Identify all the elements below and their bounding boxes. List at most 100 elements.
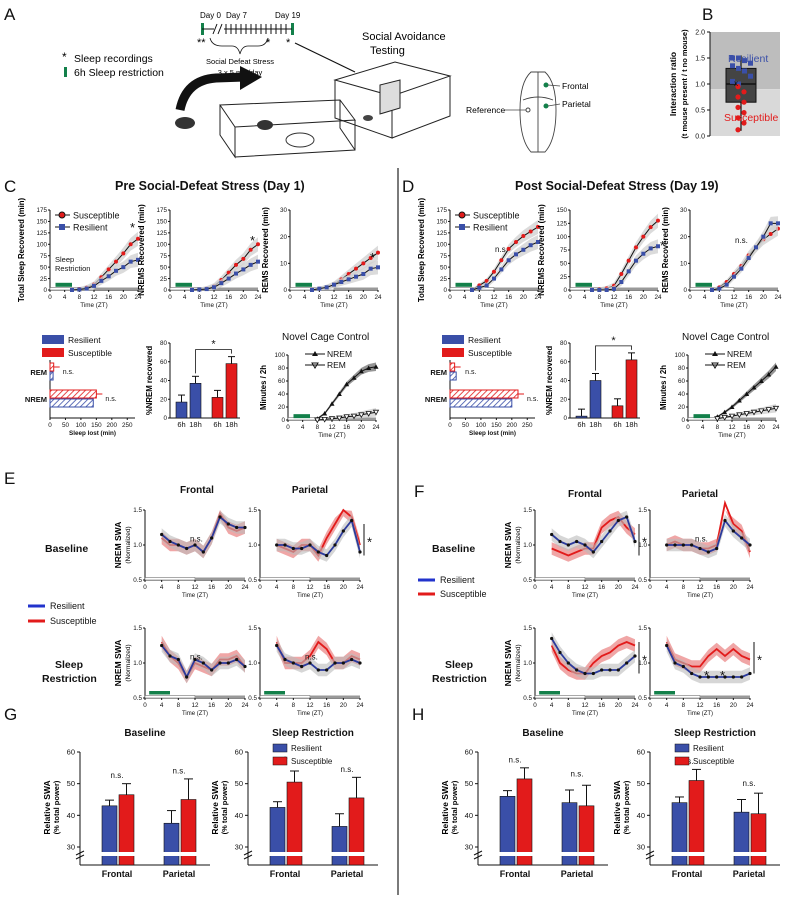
ef-e-baseline-frontal-xtick-label: 4 [160,584,164,591]
d-total-dark-bar [494,287,538,290]
c-lost-category-label: REM [30,368,47,377]
ef-e-baseline-frontal-point [201,550,205,554]
d-novel-legend-nrem: NREM [727,349,752,359]
d-lost-xtick-label: 150 [491,422,502,429]
c-pct-xtick-label: 18h [189,420,202,429]
d-novel-ytick-label: 40 [678,391,686,398]
c-nrem-ytick-label: 125 [156,230,167,237]
c-lost-xtick-label: 100 [76,422,87,429]
ef-f-sleep-restriction-parietal-point [665,643,669,648]
g-sleep-restriction-ylabel: Relative SWA [210,780,220,834]
d-novel-xtick-label: 16 [743,424,751,431]
d-lost-xtick-label: 0 [448,422,452,429]
c-nrem-point-susceptible [234,262,238,267]
c-lost-ns-label: n.s. [63,369,74,376]
ef-e-baseline-parietal-ytick-label: 1.0 [248,542,257,549]
ef-e-baseline-parietal-point [316,550,320,554]
g-sleep-restriction-bar-break [286,852,303,856]
c-lost-xtick-label: 150 [91,422,102,429]
d-total-point-resilient [492,276,496,281]
d-lost-bar-resilient [449,371,457,381]
day19-label: Day 19 [275,11,301,20]
ef-f-sleep-restriction-frontal-point [566,661,570,665]
d-total-ytick-label: 175 [436,207,447,214]
g-baseline-annotation: n.s. [111,771,124,780]
ef-e-baseline-parietal-point [283,543,287,547]
c-pct-ytick-label: 40 [160,378,168,385]
ef-f-sleep-restriction-frontal-light-bar [534,695,586,699]
c-total-ytick-label: 100 [36,241,47,248]
legend-sleep-recordings: Sleep recordings [74,53,153,65]
h-sleep-restriction-bar [733,811,750,866]
c-total-ytick-label: 175 [36,207,47,214]
c-pct-ytick-label: 60 [160,359,168,366]
h-baseline-ylabel: Relative SWA [440,780,450,834]
b-resilient-label: Resilient [728,53,768,65]
c-nrem-point-susceptible [256,242,260,247]
ef-e-baseline-frontal-ytick-label: 1.0 [133,542,142,549]
ef-f-baseline-frontal-xtick-label: 16 [598,584,606,591]
ef-f-sleep-restriction-frontal-point [600,668,604,672]
d-rem-ytick-label: 30 [680,207,688,214]
d-pct-ytick-label: 60 [560,359,568,366]
d-novel-point-nrem [766,372,772,377]
d-total-point-susceptible [521,234,526,239]
ef-e-baseline-frontal-point [210,536,214,540]
c-novel-xtick-label: 12 [328,424,336,431]
c-nrem-point-resilient [256,259,260,264]
ef-f-baseline-frontal-ytick-label: 0.5 [523,577,532,584]
g-baseline-ytick-label: 60 [67,748,75,757]
d-total-point-susceptible [492,269,496,274]
ef-f-baseline-parietal-xtick-label: 16 [713,584,721,591]
panel-letter-d: D [402,177,414,196]
c-novel-xtick-label: 4 [301,424,305,431]
ef-f-sleep-restriction-frontal-xtick-label: 0 [533,702,537,709]
d-total-xtick-label: 0 [448,294,452,301]
d-total-point-resilient [470,288,474,292]
d-nrem-point-resilient [648,246,653,251]
c-novel-ytick-label: 80 [278,365,286,372]
c-total-xtick-label: 24 [134,294,142,301]
d-novel-point-nrem [751,385,757,390]
d-novel-ytick-label: 100 [674,352,685,359]
d-nrem-point-resilient [641,251,646,256]
ef-e-sleep-restriction-frontal-point [176,657,180,662]
ef-f-sleep-restriction-frontal-ytick-label: 1.5 [523,625,532,632]
d-nrem-point-susceptible [626,258,631,263]
h-sleep-restriction-ylabel: Relative SWA [612,780,622,834]
ef-f-baseline-frontal-point [591,550,595,554]
ef-e-sleep-restriction-frontal-point [218,661,222,665]
d-pct-ytick-label: 20 [560,396,568,403]
c-legend-resilient: Resilient [73,223,108,233]
ef-e-sleep-restriction-parietal-point [308,661,312,665]
c-lost-ns-label: n.s. [105,396,116,403]
h-sleep-restriction-axis-break [645,850,655,860]
panel-letter-h: H [412,705,424,724]
ef-e-sleep-restriction-frontal-band-resilient [161,639,245,684]
ef-e-baseline-frontal-xtick-label: 12 [191,584,199,591]
defeat-brace [209,37,269,55]
day7-label: Day 7 [226,11,247,20]
h-sleep-restriction-category-label: Frontal [672,869,703,879]
panels-c-d: Pre Social-Defeat Stress (Day 1) 0 25 50 75 1… [17,179,782,439]
c-rem-annotation: * [370,250,375,265]
c-sleep-restriction-2: Restriction [55,264,90,273]
ef-f-sleep-restriction-parietal-xtick-label: 0 [648,702,652,709]
ef-f-baseline-frontal-xtick-label: 12 [581,584,589,591]
d-novel-ytick-label: 20 [678,404,686,411]
d-rem-point-resilient [717,286,722,291]
d-nrem-annotation: * [660,238,665,253]
c-rem-point-resilient [368,266,373,271]
c-novel-restriction-bar [293,414,310,419]
ef-e-baseline-frontal-point [176,543,180,547]
c-lost-xtick-label: 0 [48,422,52,429]
f-sr-row-1: Sleep [445,659,473,671]
c-total-xtick-label: 4 [63,294,67,301]
ef-f-sleep-restriction-parietal-point [731,675,735,679]
b-resilient-point [742,68,747,74]
d-novel-xlabel: Time (ZT) [718,432,745,439]
b-ylabel-1: Interaction ratio [668,52,678,116]
c-nrem-point-resilient [204,287,209,292]
ef-e-sleep-restriction-parietal-point [325,668,329,672]
d-pct-ytick-label: 40 [560,378,568,385]
